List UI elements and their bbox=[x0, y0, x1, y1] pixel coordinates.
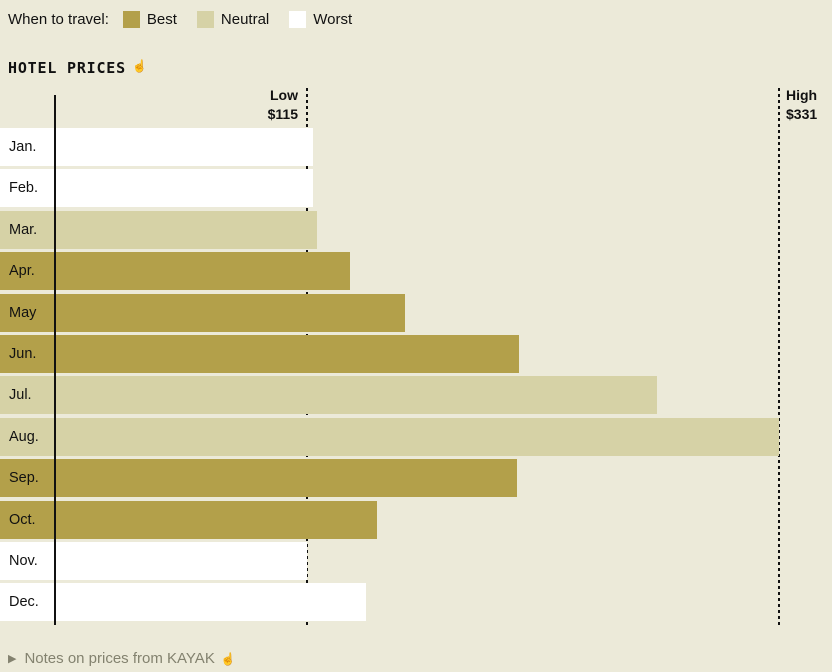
legend-title: When to travel: bbox=[8, 11, 109, 28]
chart-row-apr: Apr. bbox=[0, 252, 832, 291]
high-price-dotted-line bbox=[778, 88, 780, 625]
chart-row-mar: Mar. bbox=[0, 210, 832, 249]
price-bar-dec bbox=[0, 583, 366, 622]
legend-label-worst: Worst bbox=[313, 11, 353, 28]
month-label: Dec. bbox=[9, 594, 39, 611]
chart-title-row: HOTEL PRICES ☝ bbox=[8, 59, 147, 77]
month-label: Sep. bbox=[9, 470, 39, 487]
legend-item-best: Best bbox=[122, 11, 177, 28]
notes-link-text: Notes on prices from KAYAK bbox=[24, 650, 215, 667]
price-bar-jun bbox=[0, 334, 519, 373]
neutral-swatch-icon bbox=[196, 11, 214, 28]
y-axis-line bbox=[54, 95, 56, 625]
month-label: May bbox=[9, 304, 37, 321]
high-label-text: High bbox=[786, 87, 818, 103]
pointer-icon: ☝ bbox=[220, 652, 236, 666]
chart-row-sep: Sep. bbox=[0, 459, 832, 498]
when-to-travel-legend: When to travel: Best Neutral Worst bbox=[8, 11, 372, 28]
low-label-text: Low bbox=[270, 87, 298, 103]
month-label: Aug. bbox=[9, 428, 39, 445]
notes-disclosure[interactable]: ▶ Notes on prices from KAYAK ☝ bbox=[8, 650, 236, 667]
low-marker-label: Low $115 bbox=[150, 86, 298, 124]
price-bar-feb bbox=[0, 169, 314, 208]
month-label: Apr. bbox=[9, 263, 35, 280]
legend-label-neutral: Neutral bbox=[220, 11, 270, 28]
legend-item-neutral: Neutral bbox=[196, 11, 270, 28]
price-bar-jan bbox=[0, 128, 314, 166]
price-bar-may bbox=[0, 293, 405, 332]
chart-rows: Jan. Feb. Mar. Apr. May Jun. Jul. Aug. Sep. Oct. N… bbox=[0, 128, 832, 625]
worst-swatch-icon bbox=[289, 11, 307, 28]
price-bar-oct bbox=[0, 500, 377, 539]
chart-row-feb: Feb. bbox=[0, 169, 832, 208]
month-label: Nov. bbox=[9, 552, 38, 569]
price-bar-aug bbox=[0, 417, 779, 456]
price-bar-apr bbox=[0, 252, 351, 291]
chart-row-jun: Jun. bbox=[0, 334, 832, 373]
high-value-text: $331 bbox=[786, 106, 818, 122]
chart-row-aug: Aug. bbox=[0, 417, 832, 456]
chart-row-jul: Jul. bbox=[0, 376, 832, 415]
chart-row-oct: Oct. bbox=[0, 500, 832, 539]
legend-item-worst: Worst bbox=[289, 11, 352, 28]
price-bar-sep bbox=[0, 459, 517, 498]
price-bar-jul bbox=[0, 376, 657, 415]
month-label: Jan. bbox=[9, 139, 37, 155]
chart-row-nov: Nov. bbox=[0, 541, 832, 580]
month-label: Oct. bbox=[9, 511, 36, 528]
price-bar-nov bbox=[0, 541, 307, 580]
chart-row-dec: Dec. bbox=[0, 583, 832, 622]
best-swatch-icon bbox=[122, 11, 140, 28]
price-bar-mar bbox=[0, 210, 318, 249]
disclosure-triangle-icon: ▶ bbox=[8, 653, 17, 665]
pointer-icon[interactable]: ☝ bbox=[131, 59, 147, 73]
month-label: Jul. bbox=[9, 387, 32, 404]
chart-row-jan: Jan. bbox=[0, 128, 832, 166]
chart-row-may: May bbox=[0, 293, 832, 332]
low-value-text: $115 bbox=[267, 106, 298, 122]
month-label: Mar. bbox=[9, 221, 38, 238]
high-marker-label: High $331 bbox=[786, 86, 817, 124]
legend-label-best: Best bbox=[146, 11, 177, 28]
month-label: Feb. bbox=[9, 180, 39, 197]
chart-title: HOTEL PRICES bbox=[8, 59, 126, 77]
month-label: Jun. bbox=[9, 345, 37, 362]
